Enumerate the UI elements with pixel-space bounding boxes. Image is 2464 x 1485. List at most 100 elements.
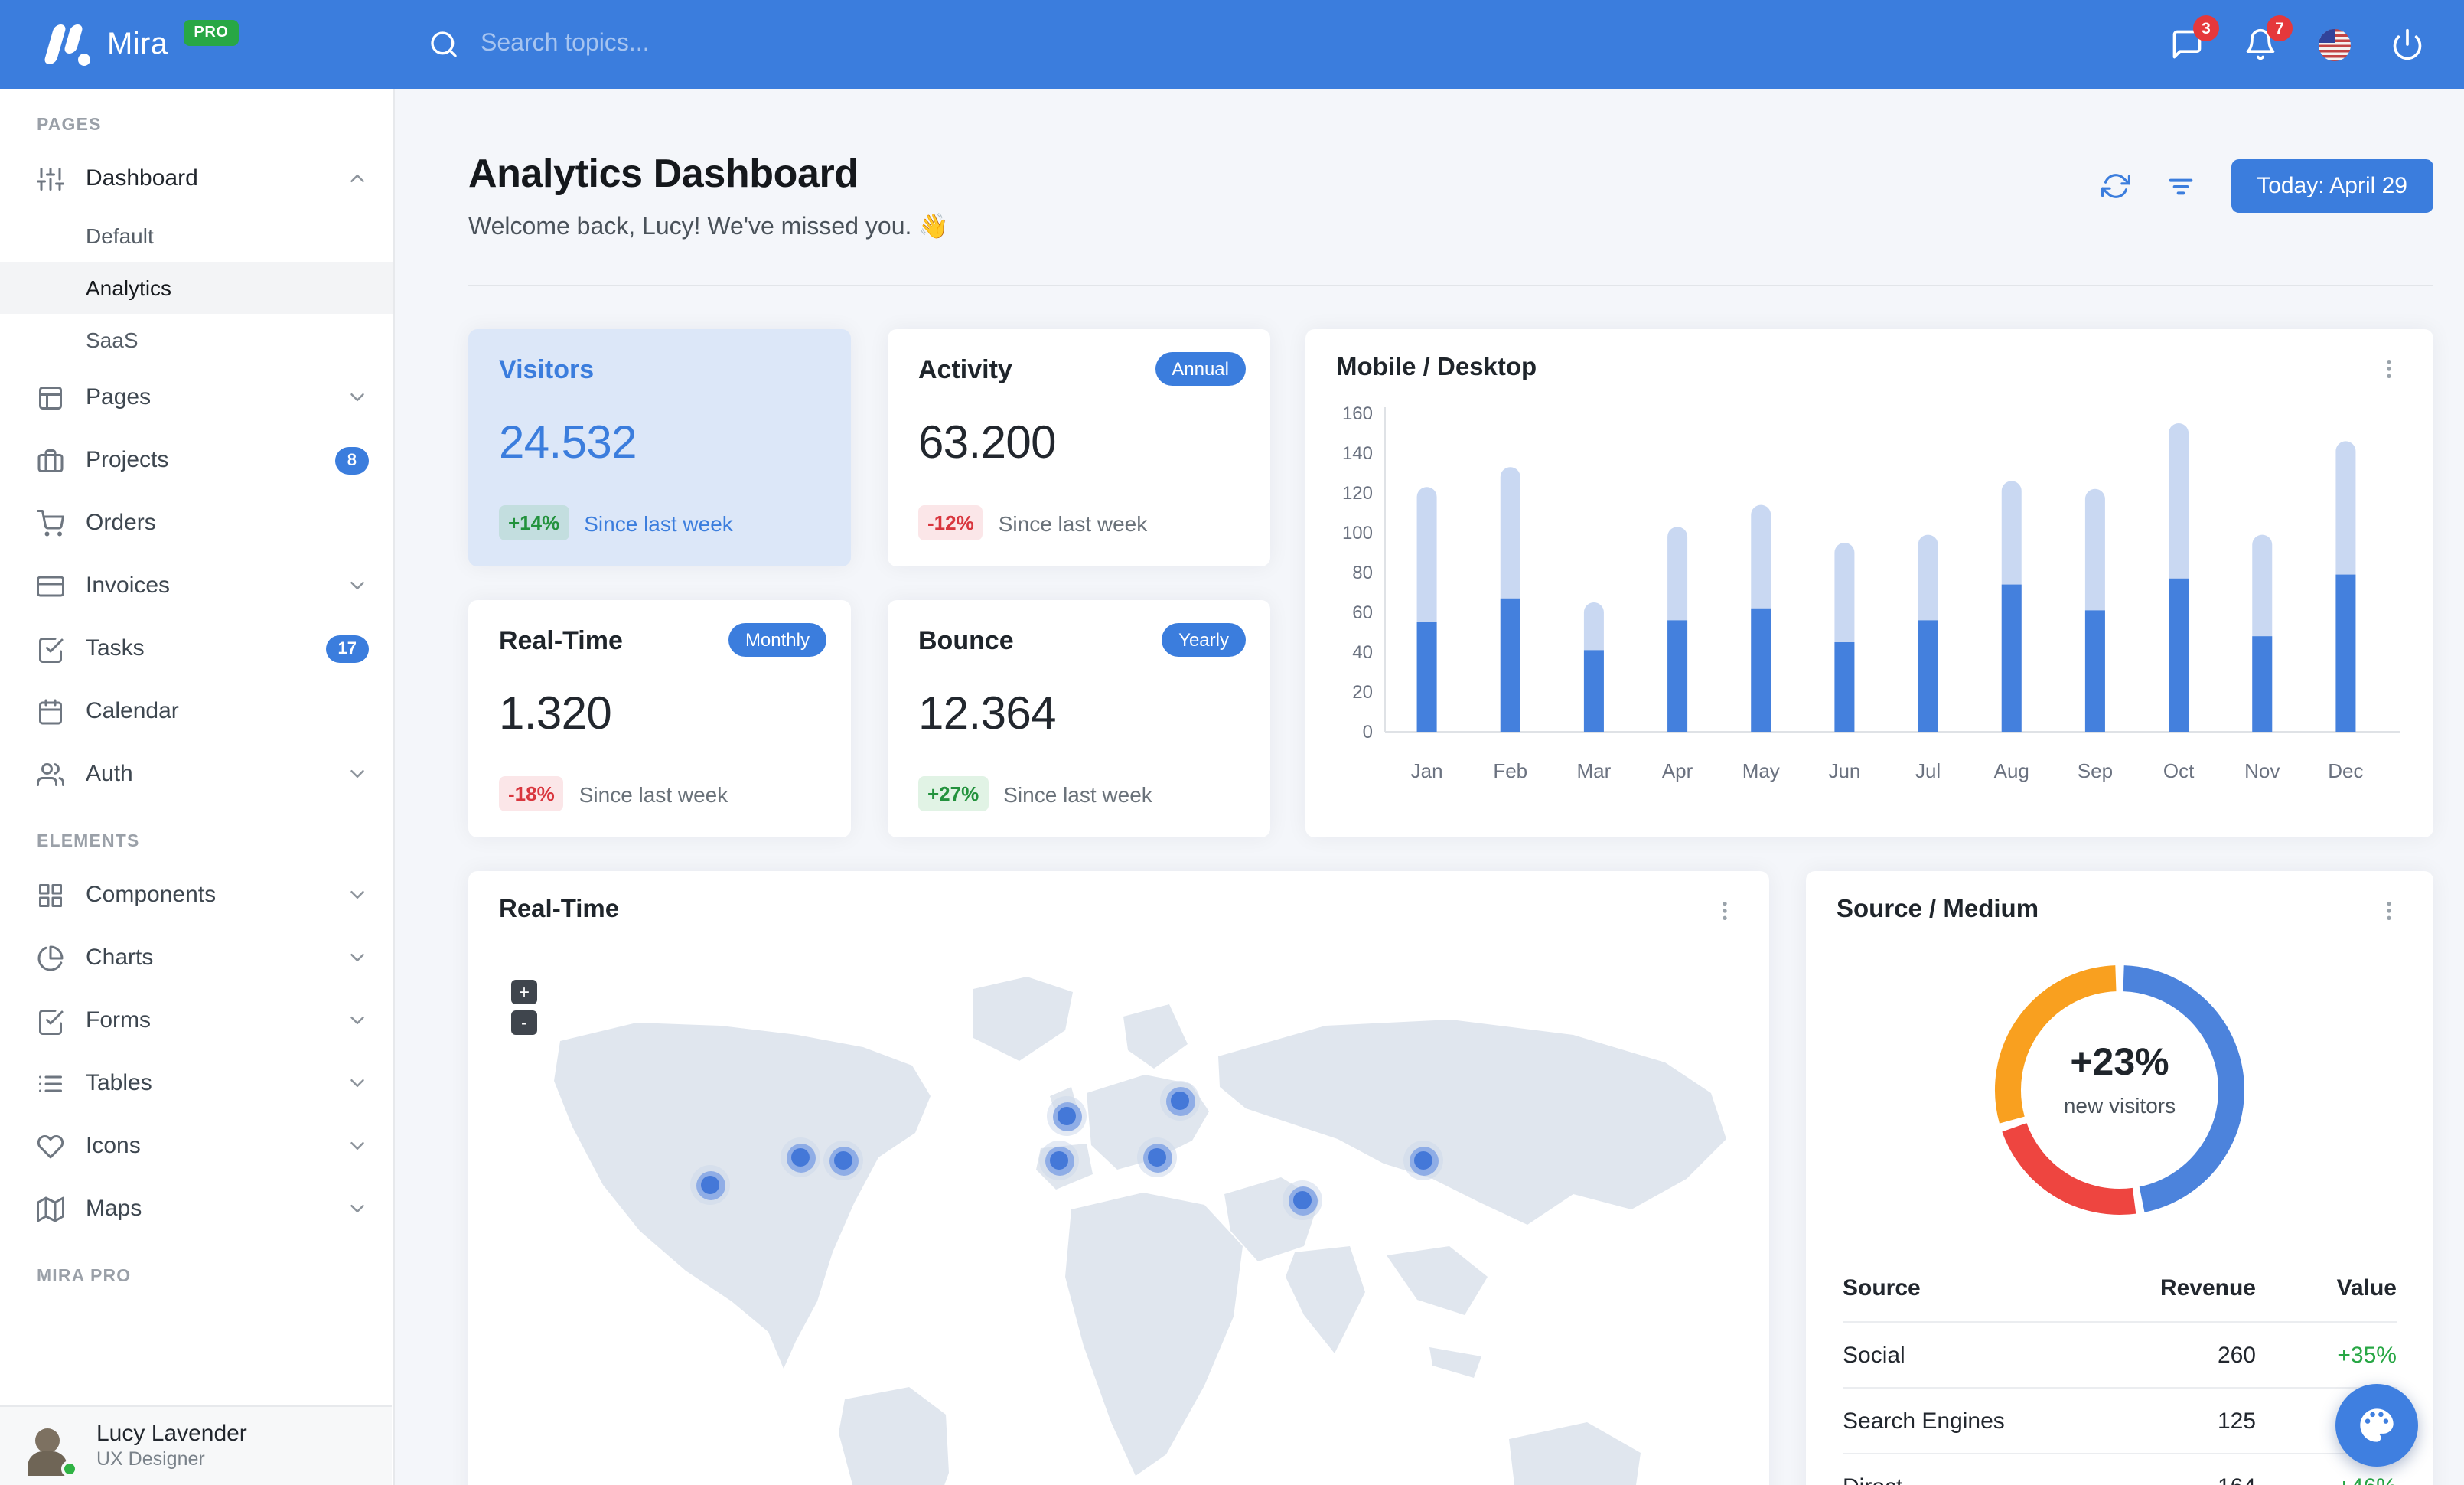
cart-icon bbox=[37, 509, 64, 536]
value-cell: +35% bbox=[2337, 1342, 2397, 1368]
donut-segment-social[interactable] bbox=[2123, 965, 2244, 1212]
sidebar-item-pages[interactable]: Pages bbox=[0, 366, 393, 429]
card-menu-button[interactable] bbox=[2375, 354, 2403, 382]
stat-title: Real-Time bbox=[499, 626, 623, 655]
bar-mobile-aug[interactable] bbox=[2001, 584, 2022, 732]
map-marker[interactable] bbox=[781, 1137, 820, 1177]
card-menu-button[interactable] bbox=[2375, 896, 2403, 924]
sidebar-item-forms[interactable]: Forms bbox=[0, 989, 393, 1052]
main-content: Analytics Dashboard Welcome back, Lucy! … bbox=[395, 89, 2464, 1485]
x-tick-label: Oct bbox=[2163, 759, 2195, 782]
bar-mobile-jul[interactable] bbox=[1918, 620, 1938, 732]
messages-button[interactable]: 3 bbox=[2170, 15, 2219, 61]
sidebar-item-components[interactable]: Components bbox=[0, 863, 393, 926]
language-button[interactable] bbox=[2317, 28, 2351, 61]
map-marker[interactable] bbox=[1039, 1141, 1079, 1180]
sidebar-item-calendar[interactable]: Calendar bbox=[0, 680, 393, 742]
date-button[interactable]: Today: April 29 bbox=[2231, 159, 2433, 213]
refresh-button[interactable] bbox=[2099, 169, 2133, 203]
bar-mobile-nov[interactable] bbox=[2252, 636, 2273, 732]
card-menu-button[interactable] bbox=[1711, 896, 1739, 924]
revenue-cell: 260 bbox=[2217, 1342, 2256, 1368]
sidebar: PAGES Dashboard Default Analytics SaaS Pages P… bbox=[0, 89, 395, 1485]
heart-icon bbox=[37, 1134, 64, 1158]
bar-mobile-mar[interactable] bbox=[1583, 650, 1604, 732]
bar-mobile-jan[interactable] bbox=[1416, 622, 1437, 732]
sidebar-section-label: PAGES bbox=[37, 116, 102, 135]
messages-count-badge: 3 bbox=[2193, 15, 2219, 41]
donut-segment-direct[interactable] bbox=[1995, 965, 2117, 1124]
donut-segment-search-engines[interactable] bbox=[2002, 1122, 2136, 1215]
x-tick-label: Jan bbox=[1411, 759, 1443, 782]
online-status-dot bbox=[61, 1460, 78, 1477]
search-input[interactable] bbox=[481, 31, 940, 58]
sidebar-item-tables[interactable]: Tables bbox=[0, 1052, 393, 1115]
bar-mobile-may[interactable] bbox=[1751, 608, 1771, 732]
refresh-icon bbox=[2101, 174, 2131, 198]
sidebar-user[interactable]: Lucy Lavender UX Designer bbox=[0, 1405, 392, 1485]
sidebar-item-auth[interactable]: Auth bbox=[0, 742, 393, 805]
sidebar-subitem-default[interactable]: Default bbox=[86, 224, 154, 248]
bar-mobile-oct[interactable] bbox=[2169, 578, 2189, 732]
map-marker[interactable] bbox=[1160, 1081, 1200, 1121]
sidebar-item-icons[interactable]: Icons bbox=[0, 1115, 393, 1177]
bar-mobile-dec[interactable] bbox=[2335, 574, 2356, 732]
stat-cards: Visitors 24.532 +14% Since last week Activit… bbox=[468, 329, 1270, 837]
x-tick-label: Feb bbox=[1493, 759, 1527, 782]
card-title: Source / Medium bbox=[1837, 896, 2039, 923]
power-icon bbox=[2393, 28, 2422, 60]
theme-settings-button[interactable] bbox=[2335, 1384, 2418, 1467]
chevron-down-icon bbox=[350, 1079, 364, 1087]
x-tick-label: Sep bbox=[2078, 759, 2113, 782]
chevron-down-icon bbox=[350, 954, 364, 961]
sidebar-item-maps[interactable]: Maps bbox=[0, 1177, 393, 1240]
sidebar-item-tasks[interactable]: Tasks 17 bbox=[0, 617, 393, 680]
source-cell: Search Engines bbox=[1843, 1408, 2005, 1434]
count-badge: 8 bbox=[334, 446, 369, 474]
x-tick-label: Nov bbox=[2244, 759, 2280, 782]
sidebar-subitem-saas[interactable]: SaaS bbox=[86, 328, 139, 352]
stat-value: 24.532 bbox=[499, 418, 637, 468]
map-marker[interactable] bbox=[690, 1165, 730, 1205]
sidebar-item-label: Pages bbox=[86, 384, 152, 410]
map-marker[interactable] bbox=[1403, 1141, 1443, 1180]
sidebar-item-dashboard[interactable]: Dashboard bbox=[0, 147, 393, 210]
bar-mobile-apr[interactable] bbox=[1667, 620, 1688, 732]
map-marker[interactable] bbox=[823, 1141, 863, 1180]
bar-mobile-jun[interactable] bbox=[1834, 642, 1855, 732]
bar-mobile-feb[interactable] bbox=[1500, 598, 1520, 732]
y-tick-label: 20 bbox=[1352, 682, 1373, 703]
sidebar-item-label: Dashboard bbox=[86, 165, 198, 191]
source-medium-card: Source / Medium +23% new visitors Source… bbox=[1806, 871, 2433, 1485]
search-bar bbox=[429, 29, 940, 60]
sidebar-item-orders[interactable]: Orders bbox=[0, 491, 393, 554]
map-marker[interactable] bbox=[1047, 1096, 1087, 1136]
bar-mobile-sep[interactable] bbox=[2084, 610, 2105, 732]
filter-button[interactable] bbox=[2163, 169, 2197, 203]
card-title: Mobile / Desktop bbox=[1336, 354, 1537, 381]
world-map[interactable]: + - bbox=[468, 946, 1769, 1485]
sidebar-item-charts[interactable]: Charts bbox=[0, 926, 393, 989]
x-tick-label: Mar bbox=[1577, 759, 1612, 782]
map-zoom-out-button[interactable]: - bbox=[511, 1010, 537, 1035]
map-marker[interactable] bbox=[1283, 1180, 1322, 1220]
sidebar-item-label: Auth bbox=[86, 761, 133, 787]
y-tick-label: 100 bbox=[1342, 523, 1373, 543]
stat-caption: Since last week bbox=[1003, 782, 1152, 806]
sidebar-item-invoices[interactable]: Invoices bbox=[0, 554, 393, 617]
map-icon bbox=[37, 1196, 64, 1222]
y-tick-label: 60 bbox=[1352, 602, 1373, 623]
logout-button[interactable] bbox=[2391, 28, 2424, 61]
chevron-down-icon bbox=[350, 1205, 364, 1212]
map-marker[interactable] bbox=[1137, 1137, 1177, 1177]
delta-badge: +27% bbox=[918, 776, 989, 811]
brand[interactable]: Mira PRO bbox=[0, 19, 395, 67]
stat-caption: Since last week bbox=[584, 511, 733, 535]
notifications-button[interactable]: 7 bbox=[2244, 15, 2293, 61]
revenue-cell: 125 bbox=[2217, 1408, 2256, 1434]
chevron-down-icon bbox=[350, 582, 364, 589]
sidebar-item-label: Calendar bbox=[86, 698, 179, 724]
sidebar-subitem-analytics[interactable]: Analytics bbox=[0, 262, 393, 314]
sidebar-item-projects[interactable]: Projects 8 bbox=[0, 429, 393, 491]
map-zoom-in-button[interactable]: + bbox=[511, 980, 537, 1004]
